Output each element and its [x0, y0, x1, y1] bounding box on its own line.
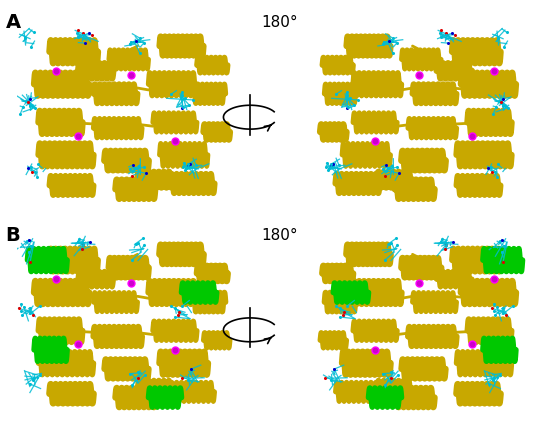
Text: 180°: 180° — [261, 228, 298, 243]
Text: B: B — [6, 226, 20, 245]
Text: A: A — [6, 13, 21, 32]
Text: 180°: 180° — [261, 15, 298, 30]
